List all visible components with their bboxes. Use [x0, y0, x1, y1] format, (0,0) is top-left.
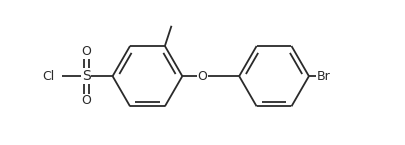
Text: O: O [81, 45, 91, 58]
Text: S: S [82, 69, 91, 83]
Text: O: O [198, 70, 207, 83]
Text: O: O [81, 94, 91, 107]
Text: Cl: Cl [42, 70, 54, 83]
Text: Br: Br [317, 70, 331, 83]
